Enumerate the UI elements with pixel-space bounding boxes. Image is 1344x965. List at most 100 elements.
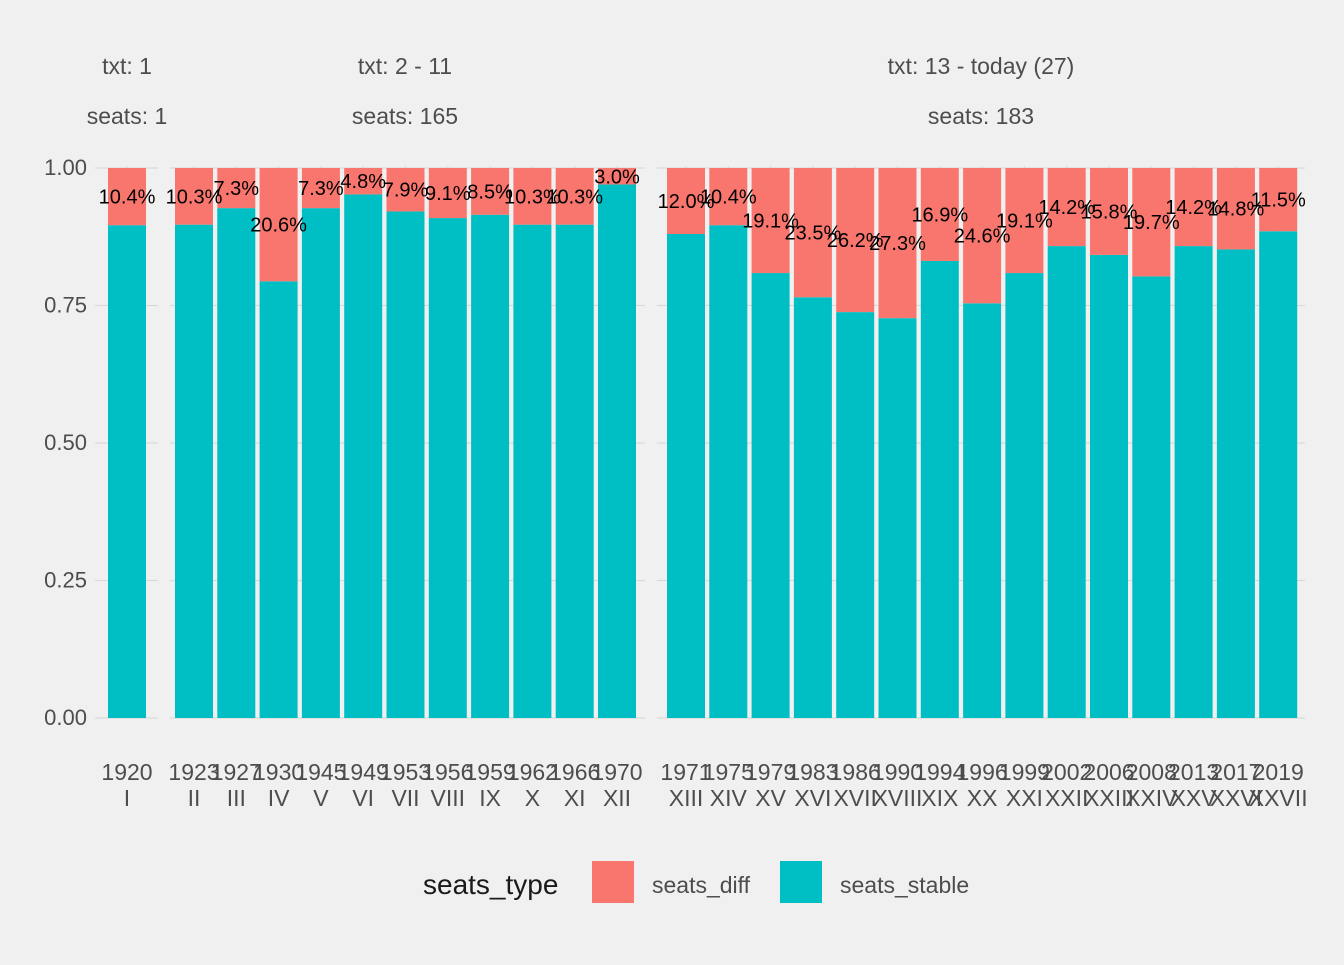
x-tick-label-year: 2019 [1253,759,1304,785]
x-tick-label-legislature: VIII [431,785,466,811]
bar-segment-seats-diff [1047,168,1086,247]
bar-segment-seats-diff [386,168,425,212]
x-tick-label-year: 1949 [338,759,389,785]
x-tick-label-legislature: XVIII [873,785,923,811]
bar-segment-seats-diff [920,168,959,261]
bar-segment-seats-stable [1216,249,1255,718]
x-tick-label-legislature: V [313,785,329,811]
bar-data-label: 19.1% [996,211,1053,233]
x-tick-label-legislature: XXI [1006,785,1043,811]
bar-segment-seats-diff [1090,168,1128,255]
bar-segment-seats-stable [667,234,705,718]
x-tick-label-legislature: X [525,785,540,811]
bar-segment-seats-stable [175,224,213,718]
bar-data-label: 4.8% [340,171,386,193]
bar-data-label: 14.8% [1208,199,1265,221]
bar-data-label: 10.3% [546,186,603,208]
bar-data-label: 7.9% [383,180,429,202]
bar-segment-seats-diff [878,168,917,319]
bar-segment-seats-diff [555,168,594,225]
x-tick-label-year: 1966 [549,759,600,785]
x-tick-label-year: 1994 [914,759,965,785]
x-tick-label-year: 1999 [999,759,1050,785]
x-tick-label-legislature: XXII [1045,785,1088,811]
bar-data-label: 3.0% [594,166,640,188]
x-tick-label-legislature: XIV [710,785,748,811]
facet-strip-label: txt: 2 - 11 [358,53,452,79]
bar-segment-seats-stable [108,225,146,718]
y-tick-label: 0.00 [44,705,87,730]
bar-data-label: 10.3% [504,186,561,208]
x-tick-label-year: 1971 [660,759,711,785]
bars-layer [108,168,1298,719]
facet-strip-label: seats: 1 [87,103,168,129]
bar-data-label: 14.2% [1038,197,1095,219]
bar-segment-seats-diff [1132,168,1171,277]
x-tick-label-year: 1975 [703,759,754,785]
bar-segment-seats-diff [217,168,256,209]
legend: seats_type seats_diff seats_stable [423,861,969,903]
x-tick-label-year: 1996 [957,759,1008,785]
facet-strip-label: txt: 1 [102,53,152,79]
x-tick-label-year: 1962 [507,759,558,785]
bar-segment-seats-stable [878,318,917,718]
bar-segment-seats-diff [344,168,383,195]
bar-data-label: 7.3% [298,178,344,200]
bar-segment-seats-diff [751,168,790,274]
bar-data-label: 19.1% [742,211,799,233]
bar-segment-seats-stable [217,208,256,718]
bar-segment-seats-diff [1174,168,1213,247]
x-tick-label-legislature: XV [755,785,786,811]
x-tick-label-legislature: XVI [794,785,831,811]
bar-data-label: 11.5% [1251,190,1306,212]
x-tick-label-year: 1970 [591,759,642,785]
bar-segment-seats-diff [175,168,213,225]
bar-segment-seats-stable [1047,246,1086,718]
x-tick-label-year: 1923 [168,759,219,785]
x-tick-label-legislature: XI [564,785,586,811]
x-tick-label-legislature: XII [603,785,631,811]
x-tick-label-year: 2008 [1126,759,1177,785]
x-tick-label-year: 2006 [1083,759,1134,785]
bar-data-label: 10.4% [99,187,156,209]
x-tick-label-legislature: VII [391,785,419,811]
bar-segment-seats-stable [1132,276,1171,718]
bar-segment-seats-stable [344,194,383,718]
bar-segment-seats-diff [709,168,748,226]
bar-segment-seats-diff [471,168,510,215]
bar-segment-seats-stable [1005,273,1044,718]
x-tick-label-legislature: IV [268,785,290,811]
facet-strip-label: seats: 183 [928,103,1034,129]
bar-segment-seats-stable [513,224,552,718]
x-tick-label-legislature: XX [967,785,998,811]
y-tick-label: 0.50 [44,430,87,455]
bar-segment-seats-diff [1216,168,1255,250]
x-tick-label-legislature: XIX [921,785,958,811]
facet-strip-label: seats: 165 [352,103,458,129]
bar-segment-seats-diff [963,168,1002,304]
bar-data-label: 24.6% [954,226,1011,248]
bar-segment-seats-stable [598,184,636,718]
bar-segment-seats-stable [259,281,298,718]
facet-strip-label: txt: 13 - today (27) [888,53,1075,79]
x-tick-label-year: 1990 [872,759,923,785]
x-tick-label-legislature: XXVI [1210,785,1262,811]
bar-data-label: 26.2% [827,230,884,252]
bar-segment-seats-stable [1174,246,1213,718]
x-tick-label-legislature: XXIII [1084,785,1134,811]
bar-segment-seats-diff [667,168,705,234]
bar-data-label: 15.8% [1081,201,1138,223]
x-tick-label-legislature: VI [352,785,374,811]
x-tick-label-year: 2013 [1168,759,1219,785]
bar-segment-seats-stable [963,303,1002,718]
bar-data-label: 7.3% [214,178,260,200]
bar-segment-seats-stable [428,218,467,719]
x-tick-label-legislature: XVII [833,785,876,811]
bar-segment-seats-stable [836,312,875,718]
x-tick-label-year: 1979 [745,759,796,785]
x-tick-label-legislature: II [188,785,201,811]
y-tick-label: 0.75 [44,293,87,318]
x-tick-label-year: 1983 [787,759,838,785]
